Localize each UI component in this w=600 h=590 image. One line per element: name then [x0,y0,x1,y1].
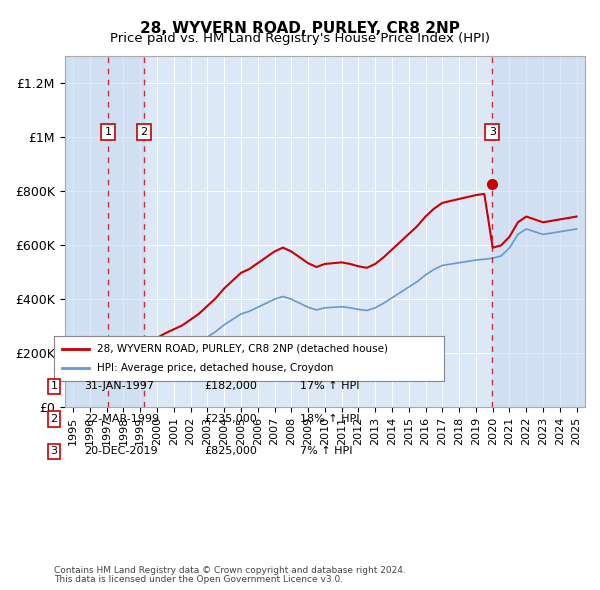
Text: 22-MAR-1999: 22-MAR-1999 [84,414,159,424]
Text: 18% ↑ HPI: 18% ↑ HPI [300,414,359,424]
Bar [108,56,144,407]
Text: 2: 2 [50,414,58,424]
Bar [65,56,108,407]
Text: Contains HM Land Registry data © Crown copyright and database right 2024.: Contains HM Land Registry data © Crown c… [54,566,406,575]
Text: 1: 1 [50,382,58,391]
Text: HPI: Average price, detached house, Croydon: HPI: Average price, detached house, Croy… [97,363,334,373]
Text: 3: 3 [50,447,58,456]
Text: 1: 1 [104,127,112,137]
Text: 20-DEC-2019: 20-DEC-2019 [84,447,158,456]
Text: 3: 3 [488,127,496,137]
Text: £182,000: £182,000 [204,382,257,391]
Text: This data is licensed under the Open Government Licence v3.0.: This data is licensed under the Open Gov… [54,575,343,584]
Text: 28, WYVERN ROAD, PURLEY, CR8 2NP (detached house): 28, WYVERN ROAD, PURLEY, CR8 2NP (detach… [97,344,388,353]
Text: £235,000: £235,000 [204,414,257,424]
Text: £825,000: £825,000 [204,447,257,456]
Bar [492,56,585,407]
Text: 17% ↑ HPI: 17% ↑ HPI [300,382,359,391]
Bar [144,56,492,407]
Text: 31-JAN-1997: 31-JAN-1997 [84,382,154,391]
Text: 2: 2 [140,127,148,137]
Text: Price paid vs. HM Land Registry's House Price Index (HPI): Price paid vs. HM Land Registry's House … [110,32,490,45]
Text: 7% ↑ HPI: 7% ↑ HPI [300,447,353,456]
Text: 28, WYVERN ROAD, PURLEY, CR8 2NP: 28, WYVERN ROAD, PURLEY, CR8 2NP [140,21,460,35]
